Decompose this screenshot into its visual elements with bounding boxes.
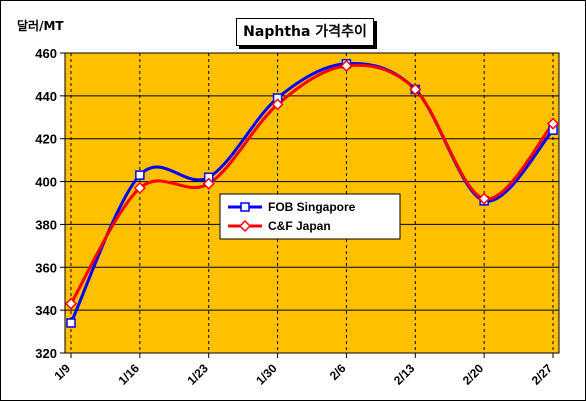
y-tick-label: 340 xyxy=(35,303,57,318)
series-point-1 xyxy=(64,297,78,310)
y-tick-label: 400 xyxy=(35,175,57,190)
x-tick-label: 2/27 xyxy=(529,361,556,388)
x-tick-label: 2/13 xyxy=(391,361,418,388)
legend-box xyxy=(219,193,401,240)
series-point-1 xyxy=(271,98,284,111)
x-tick-label: 2/6 xyxy=(327,361,349,383)
x-tick-label: 2/20 xyxy=(460,361,487,388)
x-tick-label: 1/16 xyxy=(116,361,143,388)
y-tick-label: 440 xyxy=(35,89,57,104)
y-tick-label: 420 xyxy=(35,132,57,147)
chart-title: Naphtha 가격추이 xyxy=(236,18,374,46)
series-point-1 xyxy=(546,117,560,130)
y-tick-label: 320 xyxy=(35,346,57,361)
y-tick-label: 360 xyxy=(35,260,57,275)
legend-label-1: C&F Japan xyxy=(268,219,331,233)
legend-label-0: FOB Singapore xyxy=(268,200,356,214)
y-tick-label: 380 xyxy=(35,217,57,232)
x-tick-label: 1/23 xyxy=(184,361,211,388)
y-axis-unit-label: 달러/MT xyxy=(17,19,64,33)
series-point-1 xyxy=(478,192,491,205)
y-tick-label: 460 xyxy=(35,46,57,61)
x-tick-label: 1/30 xyxy=(253,361,280,388)
series-point-1 xyxy=(133,181,146,195)
series-point-1 xyxy=(409,83,422,96)
legend-marker-0 xyxy=(240,202,250,212)
series-point-1 xyxy=(202,177,215,190)
series-point-1 xyxy=(340,59,353,72)
series-point-0 xyxy=(135,170,145,180)
legend-marker-1 xyxy=(238,219,252,233)
series-point-0 xyxy=(66,318,76,328)
x-tick-label: 1/9 xyxy=(51,361,73,383)
